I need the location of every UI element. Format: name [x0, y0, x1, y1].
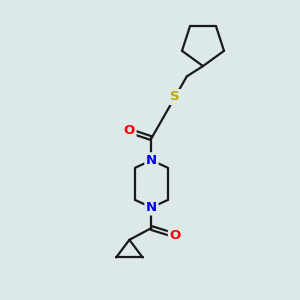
Text: N: N: [146, 154, 157, 167]
Text: O: O: [169, 229, 181, 242]
Text: S: S: [170, 91, 180, 103]
Text: N: N: [146, 201, 157, 214]
Text: O: O: [124, 124, 135, 137]
